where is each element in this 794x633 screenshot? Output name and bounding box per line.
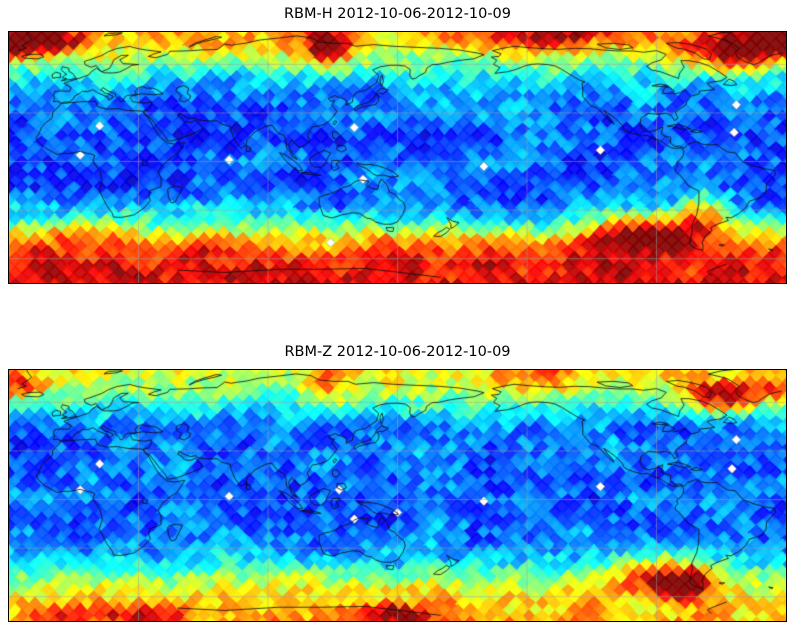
panel-title-rbm-z: RBM-Z 2012-10-06-2012-10-09: [284, 344, 511, 360]
map-canvas-rbm-z: [9, 370, 786, 621]
panel-title-rbm-h: RBM-H 2012-10-06-2012-10-09: [283, 6, 512, 22]
map-canvas-rbm-h: [9, 32, 786, 283]
axes-rbm-h: [8, 31, 787, 284]
axes-rbm-z: [8, 369, 787, 622]
